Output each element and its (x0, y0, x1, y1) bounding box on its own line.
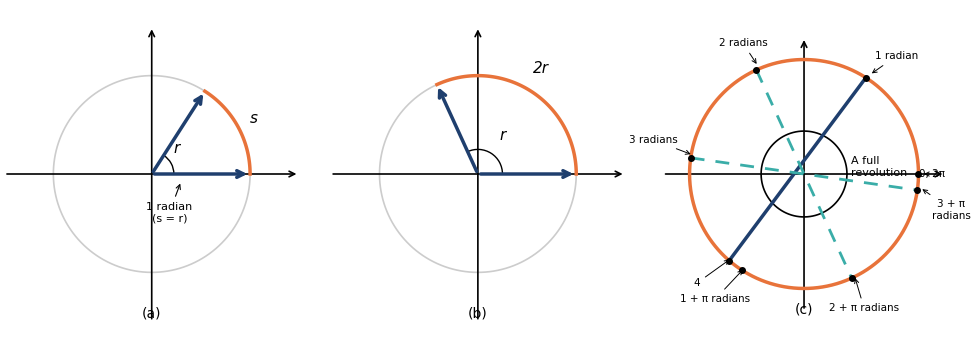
Text: (b): (b) (468, 307, 488, 321)
Text: 3 radians: 3 radians (629, 135, 689, 154)
Text: 1 + π radians: 1 + π radians (681, 270, 751, 304)
Text: 1 radian: 1 radian (873, 51, 917, 73)
Text: (c): (c) (795, 303, 813, 317)
Text: 4: 4 (693, 260, 728, 288)
Text: (a): (a) (142, 307, 162, 321)
Text: r: r (500, 128, 506, 143)
Text: 3 + π
radians: 3 + π radians (923, 190, 971, 221)
Text: A full
revolution: A full revolution (850, 156, 907, 177)
Text: r: r (174, 141, 180, 156)
Text: 1 radian
(s = r): 1 radian (s = r) (146, 185, 192, 223)
Text: s: s (250, 111, 257, 126)
Text: 2 + π radians: 2 + π radians (829, 279, 899, 314)
Text: 0, 2π: 0, 2π (918, 169, 945, 179)
Text: 2 radians: 2 radians (719, 38, 767, 63)
Text: 2r: 2r (532, 61, 549, 76)
